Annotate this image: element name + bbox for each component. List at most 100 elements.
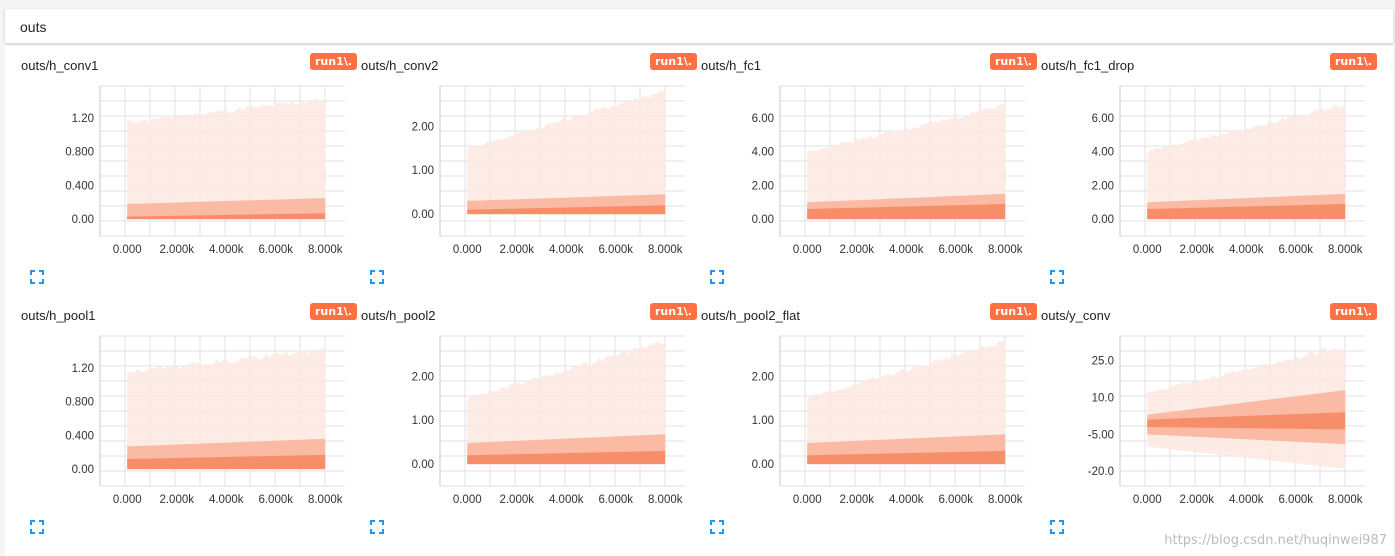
- series-band: [1147, 104, 1346, 220]
- x-tick-label: 4.000k: [889, 494, 924, 506]
- run-badge: run1\.: [1330, 303, 1377, 320]
- x-tick-label: 2.000k: [1179, 494, 1214, 506]
- x-tick-label: 8.000k: [308, 494, 343, 506]
- chart-title: outs/h_pool1: [21, 308, 96, 323]
- y-tick-label: 1.20: [72, 363, 94, 375]
- y-tick-label: 0.400: [65, 180, 94, 192]
- y-tick-label: 2.00: [1092, 180, 1114, 192]
- x-tick-label: 8.000k: [988, 244, 1023, 256]
- y-tick-label: 6.00: [752, 113, 774, 125]
- chart-card: outs/h_pool2 run1\. 0.00 1.00 2.00 0.000 2.000…: [345, 296, 697, 546]
- y-tick-label: 0.00: [72, 464, 94, 476]
- x-tick-label: 4.000k: [889, 244, 924, 256]
- x-tick-label: 0.000: [453, 244, 482, 256]
- expand-icon[interactable]: [709, 519, 725, 535]
- series-band: [467, 450, 666, 465]
- chart-card: outs/h_pool2_flat run1\. 0.00 1.00 2.00 0.000…: [685, 296, 1037, 546]
- series-band: [467, 342, 666, 465]
- y-tick-label: 2.00: [752, 371, 774, 383]
- chart-title: outs/h_pool2: [361, 308, 436, 323]
- series-band: [127, 198, 326, 220]
- x-tick-label: 6.000k: [1278, 244, 1313, 256]
- y-tick-label: 0.00: [72, 214, 94, 226]
- run-badge: run1\.: [650, 53, 697, 70]
- y-tick-label: -20.0: [1088, 466, 1114, 478]
- series-band: [127, 213, 326, 220]
- series-band: [807, 204, 1006, 220]
- y-tick-label: 0.400: [65, 430, 94, 442]
- chart-plot: 0.00 1.00 2.00 0.000 2.000k 4.000k 6.000k 8.000…: [752, 335, 1025, 506]
- run-badge: run1\.: [310, 53, 357, 70]
- expand-icon[interactable]: [29, 269, 45, 285]
- x-tick-label: 2.000k: [499, 494, 534, 506]
- series-band: [127, 98, 326, 220]
- x-tick-label: 8.000k: [648, 244, 683, 256]
- x-tick-label: 8.000k: [1328, 494, 1363, 506]
- chart-card: outs/h_conv1 run1\. 0.00 0.400 0.800 1.20 0.00…: [5, 46, 357, 296]
- expand-icon[interactable]: [1049, 269, 1065, 285]
- chart-title: outs/h_pool2_flat: [701, 308, 801, 323]
- series-band: [1147, 412, 1346, 430]
- y-tick-label: 0.800: [65, 397, 94, 409]
- run-badge: run1\.: [1330, 53, 1377, 70]
- chart-card: outs/h_fc1_drop run1\. 0.00 2.00 4.00 6.00 0.0…: [1025, 46, 1377, 296]
- chart-title: outs/y_conv: [1041, 308, 1111, 323]
- chart-title: outs/h_fc1_drop: [1041, 58, 1135, 73]
- chart-plot: 0.00 2.00 4.00 6.00 0.000 2.000k 4.000k 6.000k 8…: [752, 85, 1025, 256]
- series-band: [127, 454, 326, 470]
- x-tick-label: 6.000k: [258, 494, 293, 506]
- x-tick-label: 6.000k: [1278, 494, 1313, 506]
- x-tick-label: 4.000k: [209, 494, 244, 506]
- y-tick-label: 1.20: [72, 113, 94, 125]
- run-badge: run1\.: [990, 303, 1037, 320]
- chart-title: outs/h_conv2: [361, 58, 439, 73]
- section-header[interactable]: outs: [5, 9, 1393, 43]
- y-tick-label: 0.00: [752, 214, 774, 226]
- expand-icon[interactable]: [29, 519, 45, 535]
- x-tick-label: 6.000k: [598, 244, 633, 256]
- expand-icon[interactable]: [1049, 519, 1065, 535]
- x-tick-label: 0.000: [453, 494, 482, 506]
- x-tick-label: 6.000k: [598, 494, 633, 506]
- x-tick-label: 8.000k: [988, 494, 1023, 506]
- chart-plot: 0.00 1.00 2.00 0.000 2.000k 4.000k 6.000k 8.000…: [412, 335, 685, 506]
- y-tick-label: 0.00: [412, 209, 434, 221]
- expand-icon[interactable]: [709, 269, 725, 285]
- x-tick-label: 0.000: [793, 494, 822, 506]
- series-band: [127, 348, 326, 470]
- y-tick-label: 1.00: [752, 415, 774, 427]
- x-tick-label: 4.000k: [1229, 494, 1264, 506]
- chart-title: outs/h_conv1: [21, 58, 99, 73]
- chart-card: outs/h_pool1 run1\. 0.00 0.400 0.800 1.20 0.00…: [5, 296, 357, 546]
- run-badge: run1\.: [990, 53, 1037, 70]
- x-tick-label: 2.000k: [499, 244, 534, 256]
- x-tick-label: 0.000: [113, 244, 142, 256]
- y-tick-label: 2.00: [412, 371, 434, 383]
- series-band: [807, 340, 1006, 465]
- chart-plot: 0.00 0.400 0.800 1.20 0.000 2.000k 4.000k 6.000…: [65, 335, 345, 506]
- y-tick-label: 4.00: [752, 147, 774, 159]
- run-badge: run1\.: [310, 303, 357, 320]
- y-tick-label: 1.00: [412, 415, 434, 427]
- x-tick-label: 2.000k: [159, 494, 194, 506]
- x-tick-label: 8.000k: [308, 244, 343, 256]
- x-tick-label: 2.000k: [839, 494, 874, 506]
- watermark: https://blog.csdn.net/huqinwei987: [1164, 533, 1387, 548]
- x-tick-label: 6.000k: [258, 244, 293, 256]
- x-tick-label: 4.000k: [1229, 244, 1264, 256]
- y-tick-label: 0.00: [752, 459, 774, 471]
- x-tick-label: 0.000: [1133, 494, 1162, 506]
- x-tick-label: 0.000: [793, 244, 822, 256]
- expand-icon[interactable]: [369, 519, 385, 535]
- series-band: [467, 90, 666, 215]
- x-tick-label: 4.000k: [549, 494, 584, 506]
- chart-title: outs/h_fc1: [701, 58, 761, 73]
- expand-icon[interactable]: [369, 269, 385, 285]
- y-tick-label: 6.00: [1092, 113, 1114, 125]
- chart-plot: 0.00 0.400 0.800 1.20 0.000 2.000k 4.000k 6.000…: [65, 85, 345, 256]
- y-tick-label: 25.0: [1092, 356, 1114, 368]
- chart-card: outs/h_fc1 run1\. 0.00 2.00 4.00 6.00 0.000 2.0…: [685, 46, 1037, 296]
- x-tick-label: 2.000k: [839, 244, 874, 256]
- x-tick-label: 2.000k: [1179, 244, 1214, 256]
- y-tick-label: -5.00: [1088, 429, 1114, 441]
